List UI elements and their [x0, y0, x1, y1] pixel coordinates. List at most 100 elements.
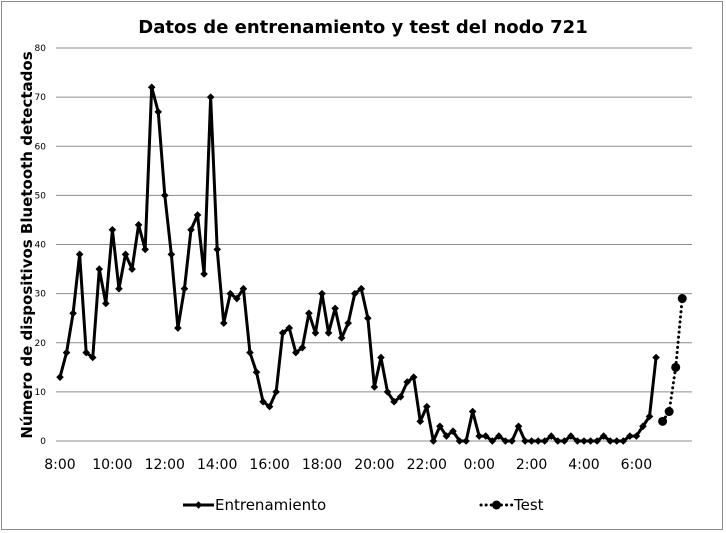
data-point	[521, 437, 529, 445]
x-tick-label: 0:00	[463, 457, 494, 473]
data-point	[167, 250, 176, 259]
data-point	[645, 412, 654, 421]
data-point	[252, 368, 261, 377]
x-tick-labels: 8:00 10:00 12:00 14:00 16:00 18:00 20:00 22:00 0…	[44, 457, 652, 473]
data-point	[318, 289, 326, 298]
data-point	[134, 221, 143, 229]
data-point	[180, 284, 189, 293]
data-point	[652, 353, 660, 362]
data-point	[639, 422, 647, 431]
data-point	[357, 284, 366, 293]
y-tick-label: 50	[35, 191, 47, 201]
data-point	[370, 383, 379, 391]
legend-marker	[492, 500, 501, 510]
y-tick-label: 20	[35, 339, 47, 349]
data-point	[246, 348, 254, 357]
data-point	[606, 437, 614, 445]
x-tick-label: 20:00	[354, 457, 394, 473]
data-point	[567, 432, 575, 440]
data-point	[586, 437, 595, 445]
y-tick-label: 60	[35, 142, 47, 152]
legend-marker	[194, 501, 203, 509]
series-line-entrenamiento	[58, 85, 658, 443]
data-point	[488, 437, 497, 445]
data-point	[298, 343, 307, 352]
data-point	[658, 416, 668, 426]
y-tick-labels: 0 10 20 30 40 50 60 70 80	[35, 44, 47, 447]
data-point	[213, 245, 221, 254]
series-line-test	[661, 297, 684, 423]
x-tick-label: 8:00	[44, 457, 75, 473]
data-point	[481, 432, 490, 440]
data-point	[128, 265, 136, 273]
data-point	[69, 309, 77, 318]
data-point	[337, 334, 346, 342]
data-point	[88, 353, 97, 362]
data-point	[200, 270, 208, 278]
data-point	[226, 289, 235, 298]
data-point	[416, 417, 425, 426]
data-point	[540, 437, 549, 445]
data-point	[573, 437, 582, 445]
data-point	[141, 245, 149, 254]
y-axis-label: Número de dispositivos Bluetooth detecta…	[18, 51, 36, 438]
y-tick-label: 10	[35, 388, 47, 398]
data-point	[619, 437, 628, 445]
legend-item-test: Test	[479, 496, 544, 514]
series-test	[658, 294, 687, 426]
data-point	[442, 432, 451, 440]
data-point	[272, 388, 280, 396]
legend-label: Test	[513, 496, 544, 514]
data-point	[527, 437, 536, 445]
data-point	[449, 427, 457, 435]
x-tick-label: 2:00	[516, 457, 547, 473]
data-point	[161, 191, 169, 200]
data-point	[514, 422, 523, 431]
data-series	[56, 83, 687, 445]
data-point	[75, 250, 84, 259]
data-point	[455, 437, 464, 445]
x-tick-label: 4:00	[568, 457, 599, 473]
data-point	[82, 348, 90, 357]
data-point	[677, 294, 687, 304]
x-tick-label: 10:00	[92, 457, 132, 473]
data-point	[671, 362, 681, 372]
legend-item-entrenamiento: Entrenamiento	[183, 496, 326, 514]
data-point	[147, 83, 156, 92]
y-tick-label: 30	[35, 290, 47, 300]
data-point	[278, 329, 287, 337]
data-point	[560, 437, 569, 445]
data-point	[344, 319, 352, 327]
data-point	[350, 289, 359, 298]
data-point	[396, 392, 405, 401]
legend: Entrenamiento Test	[183, 496, 544, 514]
data-point	[626, 432, 634, 440]
data-point	[495, 432, 503, 440]
data-point	[233, 294, 241, 303]
data-point	[95, 265, 104, 273]
data-point	[62, 348, 71, 357]
data-point	[390, 397, 398, 406]
y-tick-label: 70	[35, 93, 47, 103]
data-point	[305, 309, 313, 318]
data-point	[154, 108, 163, 116]
data-point	[599, 432, 608, 440]
legend-label: Entrenamiento	[215, 496, 326, 514]
data-point	[174, 324, 182, 332]
data-point	[612, 437, 621, 445]
x-tick-label: 14:00	[197, 457, 237, 473]
data-point	[554, 437, 562, 445]
data-point	[265, 402, 274, 411]
data-point	[187, 225, 195, 234]
data-point	[468, 407, 477, 416]
data-point	[403, 378, 411, 386]
x-tick-label: 12:00	[145, 457, 185, 473]
data-point	[324, 329, 333, 337]
data-point	[259, 397, 267, 406]
data-point	[115, 284, 123, 293]
data-point	[534, 437, 542, 445]
data-point	[206, 93, 215, 101]
data-point	[239, 284, 248, 293]
series-entrenamiento	[56, 83, 660, 445]
